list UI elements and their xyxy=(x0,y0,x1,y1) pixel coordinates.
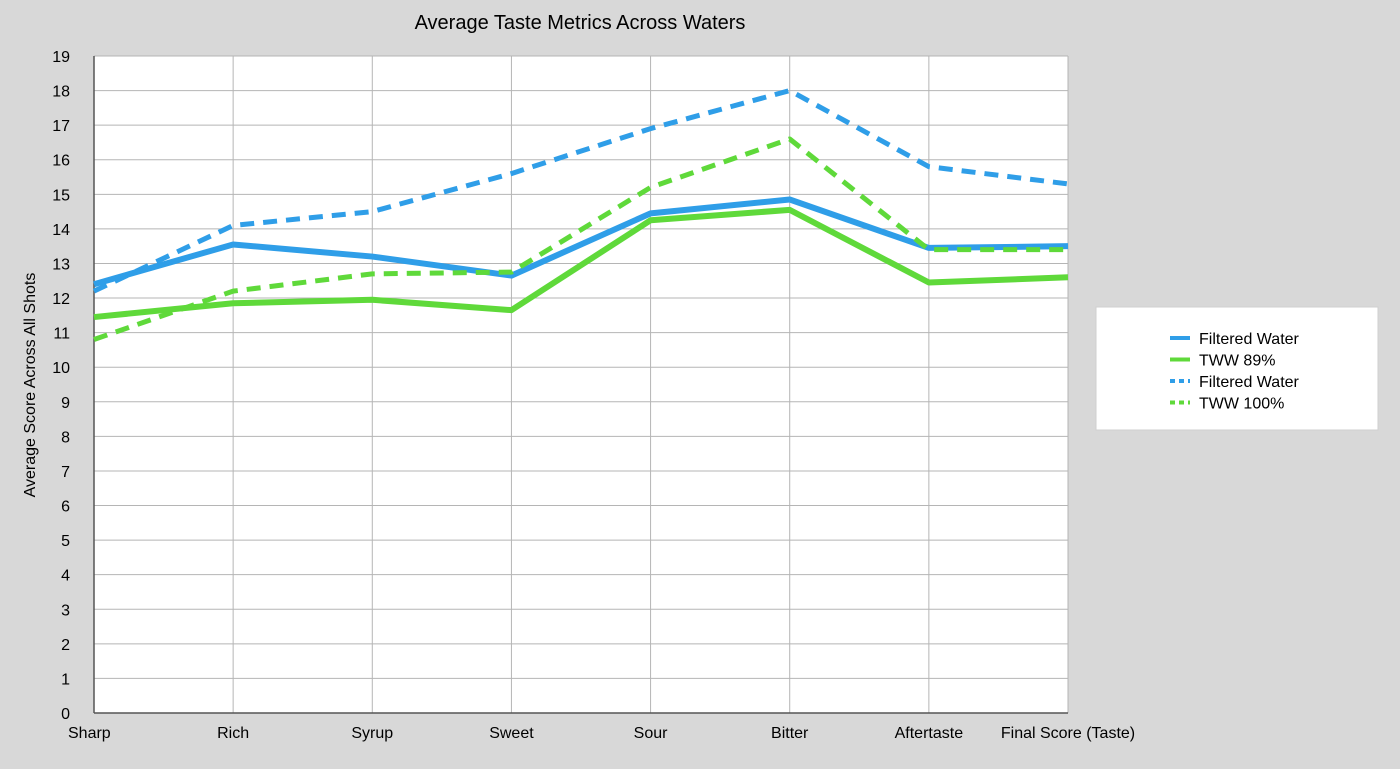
y-tick-label: 15 xyxy=(52,187,70,204)
series-lines xyxy=(92,88,1069,342)
y-tick-label: 12 xyxy=(52,291,70,308)
y-axis-title: Average Score Across All Shots xyxy=(22,273,39,498)
legend-label-1: Filtered Water xyxy=(1199,331,1300,348)
series-line-2 xyxy=(93,206,1069,321)
y-tick-label: 4 xyxy=(61,568,70,585)
x-tick-label: Aftertaste xyxy=(895,725,964,742)
y-tick-label: 17 xyxy=(52,118,70,135)
legend: Filtered Water TWW 89% Filtered Water TWW 1… xyxy=(1095,306,1379,431)
axes xyxy=(93,56,1068,714)
grid xyxy=(93,55,1069,714)
y-tick-label: 10 xyxy=(52,360,70,377)
legend-box xyxy=(1095,306,1379,431)
x-tick-label: Sharp xyxy=(68,725,111,742)
x-tick-label: Bitter xyxy=(771,725,809,742)
legend-label-4: TWW 100% xyxy=(1199,396,1284,413)
y-tick-label: 14 xyxy=(52,222,70,239)
y-tick-label: 6 xyxy=(61,499,70,516)
y-tick-label: 8 xyxy=(61,429,70,446)
y-tick-label: 0 xyxy=(61,706,70,723)
plot-area xyxy=(94,56,1068,713)
y-tick-label: 16 xyxy=(52,153,70,170)
y-tick-label: 13 xyxy=(52,256,70,273)
series-line-4 xyxy=(93,136,1068,342)
x-tick-label: Rich xyxy=(217,725,249,742)
y-tick-label: 11 xyxy=(53,326,70,343)
y-tick-label: 1 xyxy=(61,671,70,688)
y-tick-label: 2 xyxy=(61,637,70,654)
series-line-3 xyxy=(92,88,1069,294)
legend-label-2: TWW 89% xyxy=(1199,353,1275,370)
chart-title: Average Taste Metrics Across Waters xyxy=(415,12,746,34)
y-tick-label: 18 xyxy=(52,84,70,101)
x-tick-label: Syrup xyxy=(351,725,393,742)
y-tick-label: 7 xyxy=(61,464,70,481)
x-tick-label: Sweet xyxy=(489,725,534,742)
x-tick-label: Final Score (Taste) xyxy=(1001,725,1135,742)
y-tick-label: 9 xyxy=(61,395,70,412)
y-tick-label: 5 xyxy=(61,533,70,550)
y-tick-label: 3 xyxy=(61,602,70,619)
series-line-1 xyxy=(93,196,1069,288)
x-tick-label: Sour xyxy=(634,725,668,742)
legend-label-3: Filtered Water xyxy=(1199,374,1300,391)
y-tick-label: 19 xyxy=(52,49,70,66)
